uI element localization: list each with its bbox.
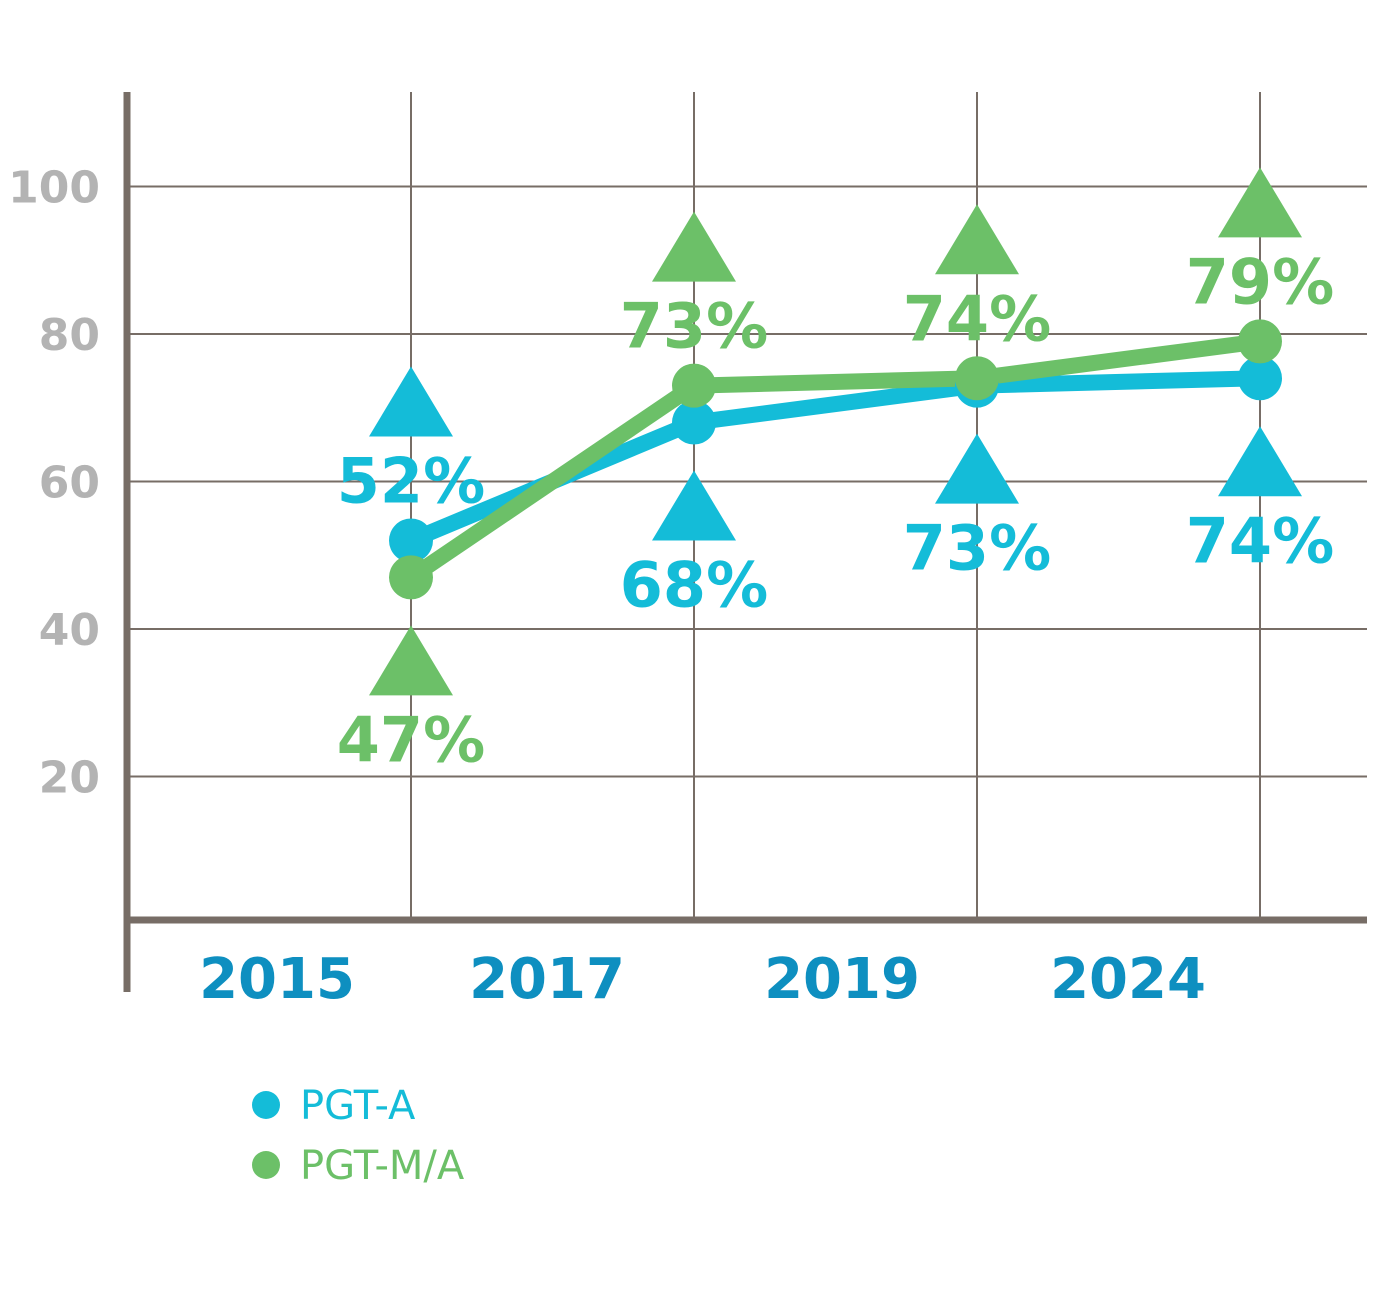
data-point-PGT-M/A-2024: [1238, 319, 1282, 364]
label-marker-PGT-A-2019: [935, 433, 1019, 504]
label-marker-PGT-M/A-2017: [652, 211, 736, 282]
y-tick-label-40: 40: [39, 605, 100, 656]
series-layer: [389, 319, 1282, 600]
legend-label-PGT-M/A: PGT-M/A: [300, 1143, 465, 1189]
label-marker-PGT-A-2024: [1218, 426, 1302, 497]
data-label-PGT-M/A-2015: 47%: [337, 703, 485, 776]
y-tick-label-60: 60: [39, 458, 100, 509]
data-point-PGT-M/A-2015: [389, 555, 433, 600]
legend-marker-PGT-A: [252, 1091, 280, 1119]
data-point-PGT-A-2015: [389, 518, 433, 563]
label-marker-PGT-M/A-2015: [369, 625, 453, 696]
x-tick-label-2015: 2015: [199, 947, 355, 1012]
y-tick-labels: 20 40 60 80 100: [8, 163, 100, 804]
series-line-PGT-A: [403, 370, 1268, 549]
label-marker-PGT-M/A-2019: [935, 204, 1019, 275]
legend-marker-PGT-M/A: [252, 1151, 280, 1179]
grid-layer: [127, 92, 1367, 920]
data-point-PGT-M/A-2019: [955, 356, 999, 401]
data-label-PGT-A-2017: 68%: [620, 549, 768, 622]
data-label-PGT-A-2024: 74%: [1186, 504, 1334, 577]
data-label-PGT-A-2015: 52%: [337, 445, 485, 518]
y-tick-label-80: 80: [39, 310, 100, 361]
series-line-PGT-M/A: [403, 333, 1268, 586]
axis-layer: [123, 92, 1367, 992]
data-label-PGT-M/A-2017: 73%: [620, 290, 768, 363]
label-marker-PGT-M/A-2024: [1218, 167, 1302, 238]
data-point-PGT-A-2024: [1238, 356, 1282, 401]
data-label-layer: 52% 68% 73% 74% 47% 73% 74% 79%: [337, 167, 1334, 776]
x-tick-label-2019: 2019: [764, 947, 920, 1012]
data-point-PGT-A-2017: [672, 400, 716, 445]
y-tick-label-100: 100: [8, 163, 100, 214]
y-tick-label-20: 20: [39, 753, 100, 804]
legend-label-PGT-A: PGT-A: [300, 1083, 416, 1129]
x-tick-labels: 2015 2017 2019 2024: [199, 947, 1206, 1012]
x-tick-label-2024: 2024: [1050, 947, 1206, 1012]
label-marker-PGT-A-2015: [369, 366, 453, 437]
data-label-PGT-M/A-2024: 79%: [1186, 245, 1334, 318]
x-tick-label-2017: 2017: [469, 947, 625, 1012]
label-marker-PGT-A-2017: [652, 470, 736, 541]
data-label-PGT-M/A-2019: 74%: [903, 282, 1051, 355]
data-label-PGT-A-2019: 73%: [903, 512, 1051, 585]
legend: PGT-A PGT-M/A: [252, 1083, 465, 1189]
data-point-PGT-M/A-2017: [672, 363, 716, 408]
